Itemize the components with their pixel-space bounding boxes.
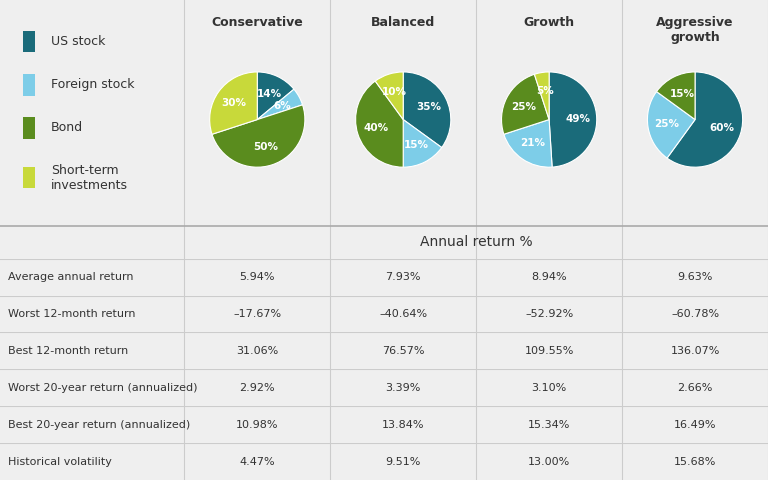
Bar — [23, 167, 35, 188]
Wedge shape — [257, 89, 303, 120]
Text: Annual return %: Annual return % — [420, 235, 532, 249]
Wedge shape — [657, 72, 695, 120]
Text: Balanced: Balanced — [371, 16, 435, 29]
Text: Best 12-month return: Best 12-month return — [8, 346, 128, 356]
Text: Bond: Bond — [51, 121, 83, 134]
Wedge shape — [403, 72, 451, 147]
Text: 60%: 60% — [710, 123, 735, 133]
Text: 109.55%: 109.55% — [525, 346, 574, 356]
Wedge shape — [212, 105, 305, 167]
Text: 15.68%: 15.68% — [674, 456, 717, 467]
Text: 76.57%: 76.57% — [382, 346, 425, 356]
Text: 13.84%: 13.84% — [382, 420, 425, 430]
Text: 9.51%: 9.51% — [386, 456, 421, 467]
Text: Foreign stock: Foreign stock — [51, 78, 134, 91]
Text: 30%: 30% — [222, 98, 247, 108]
Text: 6%: 6% — [273, 101, 291, 111]
Text: Conservative: Conservative — [211, 16, 303, 29]
Text: US stock: US stock — [51, 35, 105, 48]
Text: Aggressive
growth: Aggressive growth — [657, 16, 733, 44]
Text: 13.00%: 13.00% — [528, 456, 571, 467]
Text: 25%: 25% — [654, 119, 680, 129]
Text: 21%: 21% — [521, 138, 545, 148]
Text: 31.06%: 31.06% — [236, 346, 279, 356]
Text: 8.94%: 8.94% — [531, 272, 567, 282]
Text: Best 20-year return (annualized): Best 20-year return (annualized) — [8, 420, 190, 430]
Bar — [23, 74, 35, 96]
Text: 5%: 5% — [536, 86, 554, 96]
Text: 40%: 40% — [363, 123, 389, 133]
Text: Average annual return: Average annual return — [8, 272, 133, 282]
Wedge shape — [210, 72, 257, 134]
Text: –17.67%: –17.67% — [233, 309, 281, 319]
Text: 15%: 15% — [404, 140, 429, 150]
Text: 10%: 10% — [382, 87, 407, 97]
Text: 3.10%: 3.10% — [531, 383, 567, 393]
Text: 25%: 25% — [511, 102, 536, 111]
Wedge shape — [504, 120, 552, 167]
Wedge shape — [502, 74, 549, 134]
Text: Historical volatility: Historical volatility — [8, 456, 111, 467]
Text: 9.63%: 9.63% — [677, 272, 713, 282]
Text: 4.47%: 4.47% — [240, 456, 275, 467]
Text: 2.92%: 2.92% — [240, 383, 275, 393]
Wedge shape — [356, 81, 403, 167]
Wedge shape — [535, 72, 549, 120]
Wedge shape — [257, 72, 294, 120]
Text: –52.92%: –52.92% — [525, 309, 573, 319]
Text: 15%: 15% — [670, 89, 694, 99]
Wedge shape — [549, 72, 597, 167]
Wedge shape — [403, 120, 442, 167]
Text: 2.66%: 2.66% — [677, 383, 713, 393]
Bar — [23, 117, 35, 139]
Text: –40.64%: –40.64% — [379, 309, 427, 319]
Text: 10.98%: 10.98% — [236, 420, 279, 430]
Text: 7.93%: 7.93% — [386, 272, 421, 282]
Wedge shape — [647, 92, 695, 158]
Text: 14%: 14% — [257, 89, 282, 99]
Text: Worst 12-month return: Worst 12-month return — [8, 309, 135, 319]
Text: 15.34%: 15.34% — [528, 420, 571, 430]
Text: 50%: 50% — [253, 142, 279, 152]
Wedge shape — [667, 72, 743, 167]
Text: –60.78%: –60.78% — [671, 309, 719, 319]
Bar — [23, 31, 35, 52]
Text: 5.94%: 5.94% — [240, 272, 275, 282]
Text: Growth: Growth — [524, 16, 574, 29]
Text: 3.39%: 3.39% — [386, 383, 421, 393]
Text: 49%: 49% — [565, 114, 590, 124]
Text: 16.49%: 16.49% — [674, 420, 717, 430]
Text: Short-term
investments: Short-term investments — [51, 164, 127, 192]
Text: Worst 20-year return (annualized): Worst 20-year return (annualized) — [8, 383, 197, 393]
Text: 136.07%: 136.07% — [670, 346, 720, 356]
Text: 35%: 35% — [416, 102, 441, 111]
Wedge shape — [376, 72, 403, 120]
